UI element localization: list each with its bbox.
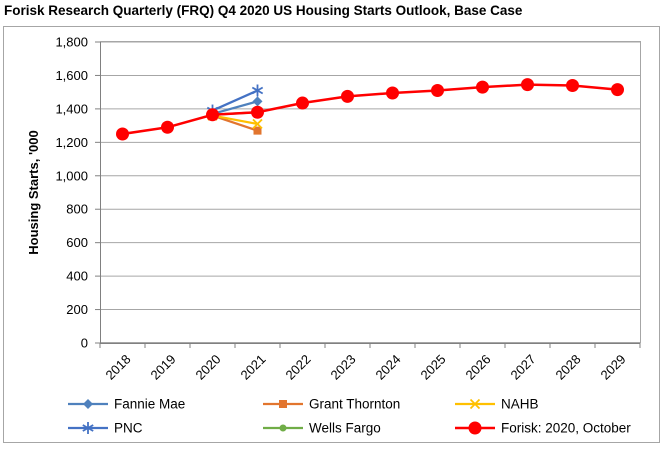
series-marker-pnc-2021: [251, 86, 264, 95]
y-tick-label: 1,000: [55, 168, 88, 183]
y-tick-label: 1,400: [55, 101, 88, 116]
x-tick-label: 2021: [238, 352, 269, 383]
series-marker-forisk-2020-october-2020: [206, 108, 219, 122]
plot-border: [100, 41, 641, 343]
series-marker-forisk-2020-october-2028: [566, 78, 579, 92]
series-line-nahb: [212, 114, 258, 126]
x-tick-label: 2026: [463, 352, 494, 383]
x-tick-label: 2023: [328, 352, 359, 383]
series-marker-pnc-2021: [251, 84, 264, 97]
series-marker-forisk-2020-october-2022: [296, 96, 309, 110]
x-tick-label: 2022: [283, 352, 314, 383]
legend-label-pnc: PNC: [114, 421, 143, 436]
series-marker-forisk-2020-october-2020: [206, 108, 219, 122]
legend-label-wells-fargo: Wells Fargo: [309, 421, 381, 436]
series-marker-forisk-2020-october-2028: [566, 78, 579, 92]
chart-frame: [3, 26, 660, 443]
legend-marker-wells-fargo: [279, 424, 287, 432]
legend-marker-fannie-mae: [83, 399, 93, 409]
legend-marker-pnc: [82, 422, 94, 434]
series-marker-forisk-2020-october-2022: [296, 96, 309, 110]
legend-marker-nahb: [469, 398, 481, 410]
legend-marker-grant-thornton: [279, 400, 287, 408]
series-marker-forisk-2020-october-2024: [386, 86, 399, 100]
series-marker-forisk-2020-october-2027: [521, 78, 534, 92]
legend-marker-nahb: [469, 398, 481, 410]
series-marker-forisk-2020-october-2021: [251, 105, 264, 119]
series-marker-forisk-2020-october-2019: [161, 120, 174, 134]
chart-title: Forisk Research Quarterly (FRQ) Q4 2020 …: [4, 3, 523, 18]
y-tick-label: 1,200: [55, 135, 88, 150]
series-line-forisk-2020-october: [122, 83, 618, 136]
x-tick-label: 2025: [418, 352, 449, 383]
legend-marker-pnc: [82, 424, 94, 432]
series-marker-forisk-2020-october-2023: [341, 89, 354, 103]
x-tick-label: 2027: [508, 352, 539, 383]
series-line-pnc: [212, 89, 258, 112]
y-tick-label: 200: [66, 302, 88, 317]
series-marker-forisk-2020-october-2018: [116, 127, 129, 141]
y-tick-label: 0: [81, 336, 88, 351]
x-tick-label: 2028: [553, 352, 584, 383]
legend-label-nahb: NAHB: [501, 397, 539, 412]
legend-label-grant-thornton: Grant Thornton: [309, 397, 400, 412]
legend-marker-fannie-mae: [83, 399, 93, 409]
y-tick-label: 1,600: [55, 68, 88, 83]
y-tick-label: 1,800: [55, 35, 88, 50]
series-marker-forisk-2020-october-2025: [431, 83, 444, 97]
legend-marker-grant-thornton: [279, 400, 287, 408]
legend-marker-wells-fargo: [279, 424, 287, 432]
series-marker-forisk-2020-october-2024: [386, 86, 399, 100]
series-marker-forisk-2020-october-2027: [521, 78, 534, 92]
series-marker-nahb-2021: [252, 118, 263, 130]
y-tick-label: 400: [66, 269, 88, 284]
legend-label-forisk-2020-october: Forisk: 2020, October: [501, 421, 631, 436]
legend-marker-forisk-2020-october: [468, 421, 482, 435]
x-tick-label: 2024: [373, 352, 404, 383]
series-marker-grant-thornton-2021: [253, 126, 262, 135]
series-marker-forisk-2020-october-2026: [476, 80, 489, 94]
series-line-fannie-mae: [212, 100, 258, 115]
series-marker-forisk-2020-october-2025: [431, 83, 444, 97]
y-tick-label: 800: [66, 202, 88, 217]
series-marker-forisk-2020-october-2023: [341, 89, 354, 103]
series-marker-forisk-2020-october-2026: [476, 80, 489, 94]
series-marker-fannie-mae-2021: [252, 96, 263, 107]
x-tick-label: 2019: [148, 352, 179, 383]
series-marker-forisk-2020-october-2019: [161, 120, 174, 134]
series-marker-grant-thornton-2021: [253, 126, 262, 135]
series-marker-forisk-2020-october-2029: [611, 83, 624, 97]
series-marker-forisk-2020-october-2018: [116, 127, 129, 141]
series-marker-fannie-mae-2021: [252, 96, 263, 107]
y-tick-label: 600: [66, 235, 88, 250]
series-marker-nahb-2021: [252, 118, 263, 130]
legend-label-fannie-mae: Fannie Mae: [114, 397, 185, 412]
x-tick-label: 2020: [193, 352, 224, 383]
series-marker-forisk-2020-october-2029: [611, 83, 624, 97]
x-tick-label: 2029: [598, 352, 629, 383]
x-tick-label: 2018: [103, 352, 134, 383]
series-marker-forisk-2020-october-2021: [251, 105, 264, 119]
y-axis-title: Housing Starts, '000: [26, 130, 41, 254]
legend-marker-forisk-2020-october: [468, 421, 482, 435]
